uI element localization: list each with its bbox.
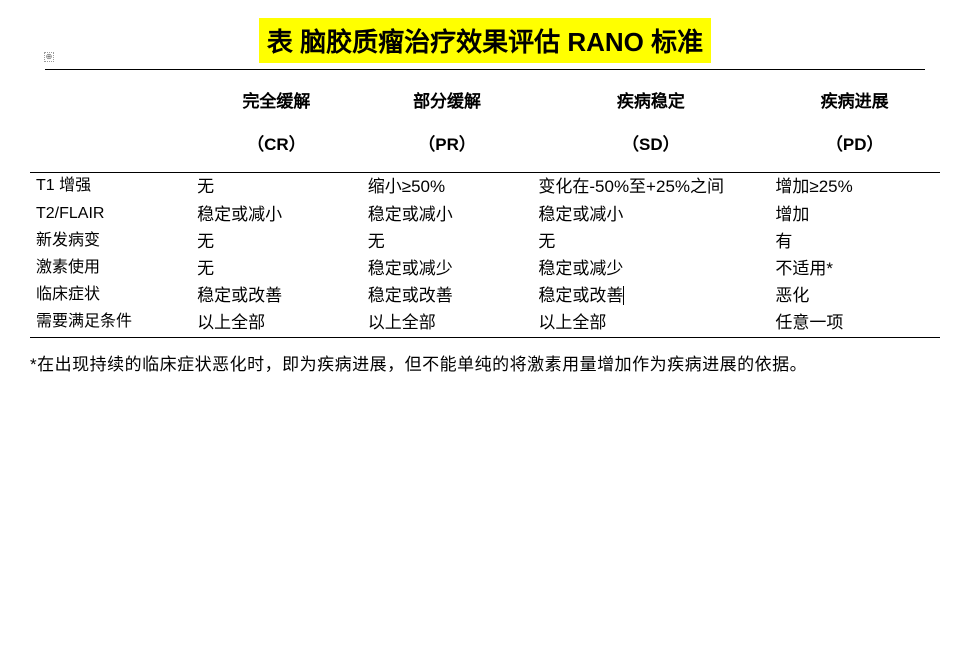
table-bottom-rule xyxy=(30,337,940,338)
table-header-cr-abbr: （CR） xyxy=(191,125,362,173)
table-header-pr: 部分缓解 xyxy=(362,78,533,125)
cell: 有 xyxy=(769,228,940,255)
table-row: 临床症状 稳定或改善 稳定或改善 稳定或改善 恶化 xyxy=(30,282,940,309)
table-row: T1 增强 无 缩小≥50% 变化在-50%至+25%之间 增加≥25% xyxy=(30,173,940,201)
cell: 无 xyxy=(362,228,533,255)
cell: 以上全部 xyxy=(362,309,533,336)
table-header-blank xyxy=(30,125,191,173)
row-label: T1 增强 xyxy=(30,173,191,201)
cell: 无 xyxy=(191,173,362,201)
table-header-sd: 疾病稳定 xyxy=(532,78,769,125)
cell: 以上全部 xyxy=(532,309,769,336)
cell: 无 xyxy=(191,228,362,255)
table-top-rule xyxy=(45,69,925,70)
cell: 变化在-50%至+25%之间 xyxy=(532,173,769,201)
table-row: 新发病变 无 无 无 有 xyxy=(30,228,940,255)
anchor-icon: ⊕ xyxy=(44,52,54,62)
cell: 稳定或减小 xyxy=(362,201,533,228)
table-header-blank xyxy=(30,78,191,125)
table-header-sd-abbr: （SD） xyxy=(532,125,769,173)
cell: 稳定或减小 xyxy=(191,201,362,228)
cell: 稳定或改善 xyxy=(362,282,533,309)
row-label: 激素使用 xyxy=(30,255,191,282)
cell: 任意一项 xyxy=(769,309,940,336)
footnote: *在出现持续的临床症状恶化时，即为疾病进展，但不能单纯的将激素用量增加作为疾病进… xyxy=(30,348,940,375)
cell: 稳定或减小 xyxy=(532,201,769,228)
cell: 不适用* xyxy=(769,255,940,282)
table-header-cr: 完全缓解 xyxy=(191,78,362,125)
table-header-pd: 疾病进展 xyxy=(769,78,940,125)
table-header-row: （CR） （PR） （SD） （PD） xyxy=(30,125,940,173)
table-header-row: 完全缓解 部分缓解 疾病稳定 疾病进展 xyxy=(30,78,940,125)
cell: 缩小≥50% xyxy=(362,173,533,201)
cell: 稳定或改善 xyxy=(532,282,769,309)
row-label: 新发病变 xyxy=(30,228,191,255)
cell: 增加≥25% xyxy=(769,173,940,201)
table-row: T2/FLAIR 稳定或减小 稳定或减小 稳定或减小 增加 xyxy=(30,201,940,228)
cell: 稳定或减少 xyxy=(532,255,769,282)
cell: 稳定或减少 xyxy=(362,255,533,282)
row-label: 需要满足条件 xyxy=(30,309,191,336)
table-row: 激素使用 无 稳定或减少 稳定或减少 不适用* xyxy=(30,255,940,282)
cell: 无 xyxy=(532,228,769,255)
table-row: 需要满足条件 以上全部 以上全部 以上全部 任意一项 xyxy=(30,309,940,336)
table-header-pr-abbr: （PR） xyxy=(362,125,533,173)
page-title: 表 脑胶质瘤治疗效果评估 RANO 标准 xyxy=(259,18,711,63)
table-header-pd-abbr: （PD） xyxy=(769,125,940,173)
cell: 恶化 xyxy=(769,282,940,309)
rano-table: 完全缓解 部分缓解 疾病稳定 疾病进展 （CR） （PR） （SD） （PD） … xyxy=(30,78,940,337)
row-label: 临床症状 xyxy=(30,282,191,309)
row-label: T2/FLAIR xyxy=(30,201,191,228)
cell: 增加 xyxy=(769,201,940,228)
cell: 稳定或改善 xyxy=(191,282,362,309)
cell: 以上全部 xyxy=(191,309,362,336)
cell: 无 xyxy=(191,255,362,282)
